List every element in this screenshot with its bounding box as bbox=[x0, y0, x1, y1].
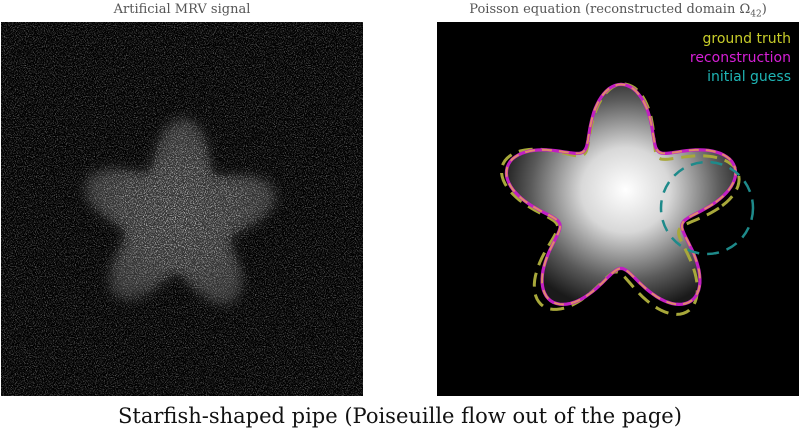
background-noise bbox=[1, 22, 363, 396]
right-panel-title-text: Poisson equation (reconstructed domain Ω bbox=[469, 2, 751, 17]
poisson-field bbox=[506, 84, 736, 305]
figure-caption: Starfish-shaped pipe (Poiseuille flow ou… bbox=[118, 404, 682, 428]
right-panel-title: Poisson equation (reconstructed domain Ω… bbox=[437, 2, 799, 20]
initial-guess-circle bbox=[659, 160, 755, 256]
legend-item-initial-guess: initial guess bbox=[707, 69, 791, 85]
legend-item-reconstruction: reconstruction bbox=[689, 50, 791, 66]
legend: ground truth reconstruction initial gues… bbox=[690, 30, 791, 87]
reconstruction-curve bbox=[504, 82, 738, 307]
left-panel-title: Artificial MRV signal bbox=[113, 2, 251, 17]
mrv-signal-image bbox=[1, 22, 363, 396]
right-panel-title-suffix: ) bbox=[761, 2, 767, 17]
legend-item-ground-truth: ground truth bbox=[702, 31, 791, 47]
right-panel-title-subscript: 42 bbox=[750, 9, 762, 20]
poisson-solution-image: ground truth reconstruction initial gues… bbox=[437, 22, 799, 396]
